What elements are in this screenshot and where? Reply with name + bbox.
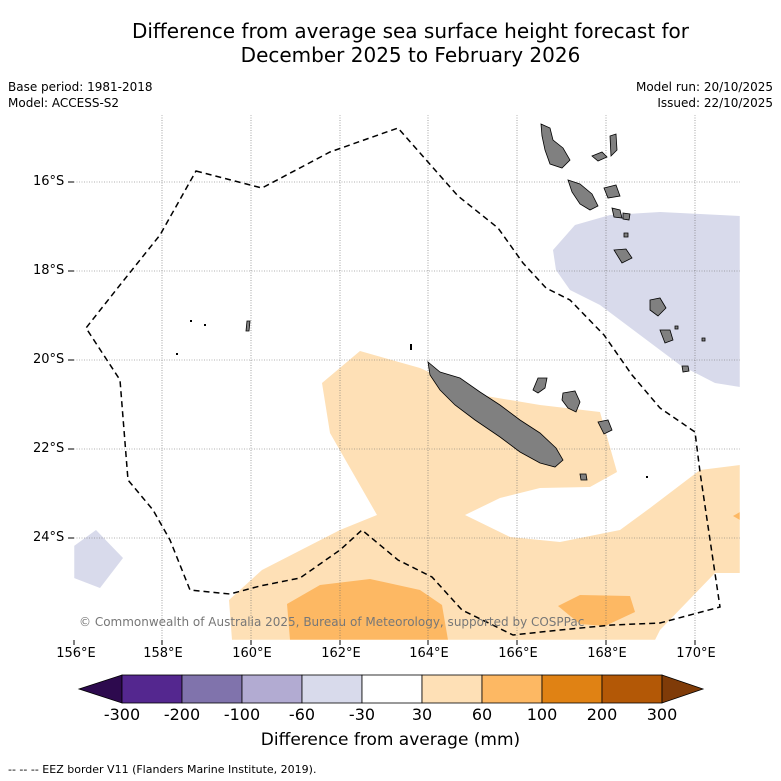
- colorbar-label: Difference from average (mm): [260, 730, 521, 750]
- gridlines: [74, 115, 740, 640]
- colorbar-bin: [301, 674, 363, 704]
- model-run: Model run: 20/10/2025: [635, 80, 773, 94]
- colorbar-tick: 60: [471, 705, 493, 724]
- colorbar-tick: -100: [223, 705, 261, 724]
- colorbar-tick: -200: [163, 705, 201, 724]
- lon-tick-label: 156°E: [56, 646, 96, 661]
- issued-date: Issued: 22/10/2025: [657, 96, 773, 110]
- lon-tick-label: 166°E: [498, 646, 538, 661]
- colorbar-tick: 100: [526, 705, 558, 724]
- colorbar-extend-high: [661, 674, 705, 704]
- reef-dots: [176, 320, 648, 478]
- colorbar-extend-low: [77, 674, 123, 704]
- title-line-2: December 2025 to February 2026: [240, 43, 581, 67]
- colorbar-bin: [121, 674, 183, 704]
- colorbar-tick: 300: [646, 705, 678, 724]
- anomaly-positive-medium-2: [558, 595, 635, 626]
- map-area: [74, 115, 740, 640]
- land-small-islet: [579, 473, 588, 481]
- land-chesterfield: [245, 320, 251, 332]
- lon-tick-label: 164°E: [409, 646, 449, 661]
- lat-tick-label: 18°S: [33, 263, 65, 278]
- colorbar-bin: [601, 674, 663, 704]
- colorbar-bin: [541, 674, 603, 704]
- colorbar-tick: -60: [288, 705, 316, 724]
- land-new-caledonia: [427, 361, 564, 468]
- lat-tick-label: 24°S: [33, 530, 65, 545]
- eez-border: [85, 127, 721, 636]
- colorbar-bin: [481, 674, 543, 704]
- meta-right: Model run: 20/10/2025 Issued: 22/10/2025: [636, 79, 773, 111]
- meta-left: Base period: 1981-2018 Model: ACCESS-S2: [8, 79, 153, 111]
- anomaly-negative-ne: [553, 212, 740, 387]
- anomaly-positive-medium-1: [287, 579, 448, 640]
- colorbar-tick: -300: [103, 705, 141, 724]
- title-line-1: Difference from average sea surface heig…: [131, 19, 690, 43]
- colorbar-tick: 30: [411, 705, 433, 724]
- anomaly-negative-sw: [74, 530, 123, 588]
- colorbar-bin: [241, 674, 303, 704]
- lat-tick-label: 16°S: [33, 174, 65, 189]
- eez-legend-footer: -- -- -- EEZ border V11 (Flanders Marine…: [8, 763, 317, 776]
- lon-tick-label: 170°E: [676, 646, 716, 661]
- lon-tick-label: 160°E: [232, 646, 272, 661]
- land-loyalty-2: [561, 390, 581, 413]
- lat-tick-label: 20°S: [33, 352, 65, 367]
- lon-tick-label: 162°E: [321, 646, 361, 661]
- land-loyalty-1: [532, 377, 548, 394]
- lon-tick-label: 168°E: [587, 646, 627, 661]
- colorbar: [77, 674, 705, 704]
- axis-ticks: [68, 181, 696, 645]
- lat-tick-label: 22°S: [33, 441, 65, 456]
- anomaly-positive-medium-3: [733, 512, 740, 520]
- base-period: Base period: 1981-2018: [8, 80, 153, 94]
- copyright-notice: © Commonwealth of Australia 2025, Bureau…: [79, 615, 585, 629]
- colorbar-bin: [361, 674, 423, 704]
- colorbar-tick: -30: [348, 705, 376, 724]
- colorbar-bin: [421, 674, 483, 704]
- map-frame: [73, 114, 741, 641]
- anomaly-positive-light: [229, 351, 740, 640]
- model-name: Model: ACCESS-S2: [8, 96, 120, 110]
- colorbar-bin: [181, 674, 243, 704]
- chart-title: Difference from average sea surface heig…: [0, 19, 781, 67]
- land-vanuatu: [540, 123, 706, 373]
- colorbar-tick: 200: [586, 705, 618, 724]
- lon-tick-label: 158°E: [143, 646, 183, 661]
- land-loyalty-3: [597, 419, 613, 435]
